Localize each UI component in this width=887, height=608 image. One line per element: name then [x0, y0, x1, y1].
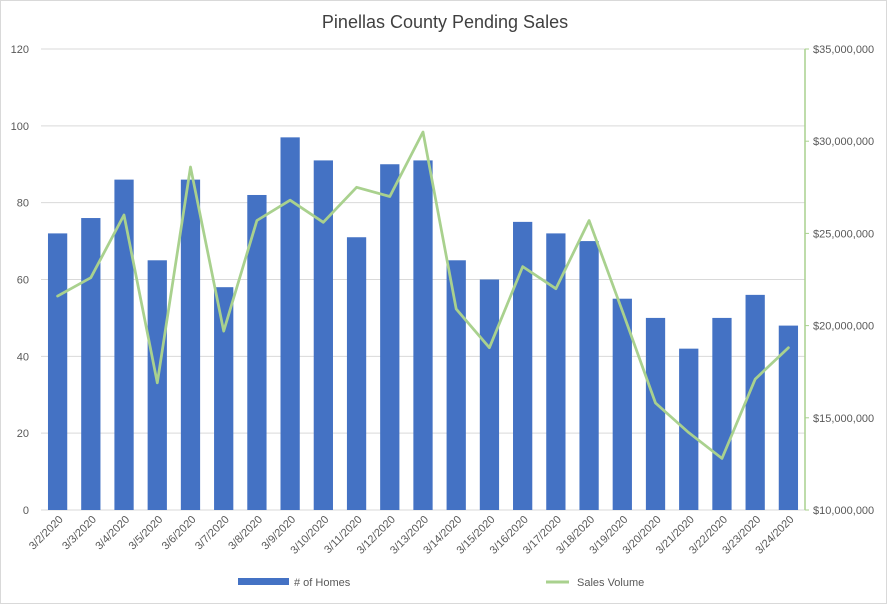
legend-label-homes: # of Homes	[294, 577, 351, 589]
bar-3-10-2020	[313, 160, 333, 511]
right-y-axis: $10,000,000 $15,000,000 $20,000,000 $25,000…	[804, 44, 874, 517]
bar-3-9-2020	[280, 137, 300, 510]
x-tick-label: 3/6/2020	[160, 514, 199, 553]
bar-3-24-2020	[778, 325, 799, 510]
bar-3-8-2020	[247, 194, 267, 510]
bar-3-16-2020	[513, 221, 533, 510]
x-tick-label: 3/8/2020	[226, 514, 265, 553]
bar-3-23-2020	[745, 294, 765, 510]
legend-label-volume: Sales Volume	[577, 577, 644, 589]
right-tick-label: $30,000,000	[813, 136, 874, 148]
bar-3-14-2020	[446, 260, 466, 510]
line-series	[56, 130, 790, 460]
left-tick-label: 20	[17, 428, 29, 440]
bar-3-11-2020	[346, 237, 367, 510]
sales-volume-line	[56, 130, 790, 460]
right-tick-label: $10,000,000	[813, 505, 874, 517]
bar-series	[47, 137, 799, 511]
chart-title: Pinellas County Pending Sales	[322, 12, 568, 32]
left-y-axis: 0 20 40 60 80 100 120	[11, 44, 29, 517]
x-tick-label: 3/5/2020	[127, 514, 166, 553]
bar-3-20-2020	[645, 317, 666, 510]
bar-3-15-2020	[479, 279, 500, 510]
left-tick-label: 0	[23, 505, 29, 517]
left-tick-label: 100	[11, 121, 29, 133]
left-tick-label: 40	[17, 351, 29, 363]
x-tick-label: 3/7/2020	[193, 514, 232, 553]
bar-3-5-2020	[147, 260, 167, 510]
legend-swatch-homes	[238, 578, 289, 585]
left-tick-label: 120	[11, 44, 29, 56]
x-tick-label: 3/3/2020	[60, 514, 99, 553]
bar-3-13-2020	[413, 160, 433, 511]
right-tick-label: $15,000,000	[813, 413, 874, 425]
right-tick-label: $20,000,000	[813, 321, 874, 333]
right-tick-label: $35,000,000	[813, 44, 874, 56]
x-axis: 3/2/20203/3/20203/4/20203/5/20203/6/2020…	[27, 514, 797, 557]
bar-3-6-2020	[180, 179, 201, 510]
bar-3-17-2020	[546, 233, 566, 510]
bar-3-3-2020	[81, 218, 101, 511]
bar-3-2-2020	[47, 233, 68, 510]
left-tick-label: 80	[17, 198, 29, 210]
left-tick-label: 60	[17, 275, 29, 287]
bar-3-4-2020	[114, 179, 134, 510]
bar-3-21-2020	[679, 348, 699, 510]
bar-3-18-2020	[579, 241, 599, 511]
legend: # of Homes Sales Volume	[238, 577, 644, 589]
right-tick-label: $25,000,000	[813, 228, 874, 240]
bar-3-19-2020	[612, 298, 632, 510]
bar-3-12-2020	[380, 164, 400, 510]
bar-3-7-2020	[214, 287, 234, 510]
x-tick-label: 3/4/2020	[93, 514, 132, 553]
bar-3-22-2020	[712, 317, 732, 510]
x-tick-label: 3/2/2020	[27, 514, 66, 553]
